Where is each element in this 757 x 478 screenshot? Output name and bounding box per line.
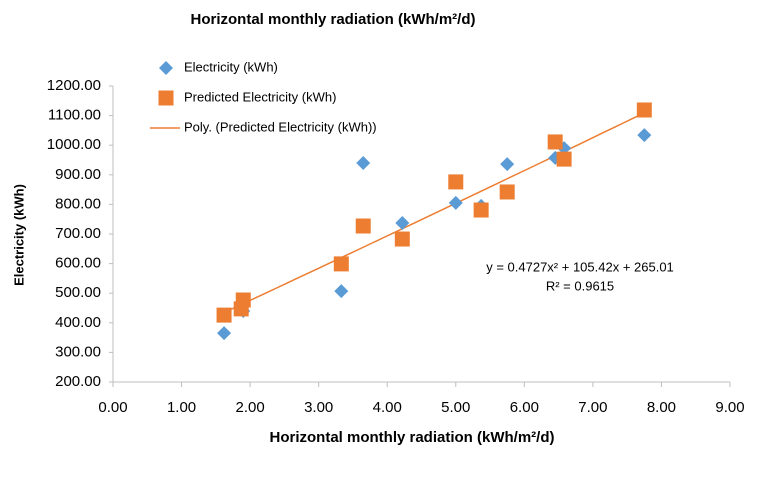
legend-label: Electricity (kWh) [184, 59, 278, 74]
trend-r2: R² = 0.9615 [546, 278, 614, 293]
point [355, 218, 371, 234]
trendline [223, 112, 645, 314]
x-axis-label: Horizontal monthly radiation (kWh/m²/d) [270, 429, 555, 446]
legend-marker [158, 90, 174, 106]
point [235, 292, 251, 308]
point [448, 174, 464, 190]
legend-label: Poly. (Predicted Electricity (kWh)) [184, 119, 377, 134]
legend-label: Predicted Electricity (kWh) [184, 89, 336, 104]
point [500, 157, 515, 172]
y-tick-label: 400.00 [55, 314, 101, 331]
point [334, 284, 349, 299]
point [333, 256, 349, 272]
point [448, 195, 463, 210]
x-tick-label: 0.00 [98, 399, 127, 416]
y-tick-label: 1200.00 [47, 77, 101, 94]
x-tick-label: 5.00 [441, 399, 470, 416]
point [356, 155, 371, 170]
x-tick-label: 7.00 [578, 399, 607, 416]
point [556, 151, 572, 167]
point [395, 216, 410, 231]
y-tick-label: 1000.00 [47, 136, 101, 153]
y-tick-label: 500.00 [55, 284, 101, 301]
x-tick-label: 8.00 [647, 399, 676, 416]
legend-marker [159, 61, 173, 75]
point [547, 134, 563, 150]
x-tick-label: 3.00 [304, 399, 333, 416]
y-axis-label: Electricity (kWh) [11, 184, 26, 286]
x-tick-label: 1.00 [167, 399, 196, 416]
point [499, 184, 515, 200]
x-tick-label: 4.00 [373, 399, 402, 416]
point [473, 202, 489, 218]
point [216, 307, 232, 323]
y-tick-label: 600.00 [55, 255, 101, 272]
x-tick-label: 9.00 [715, 399, 744, 416]
x-tick-label: 2.00 [236, 399, 265, 416]
y-tick-label: 900.00 [55, 166, 101, 183]
y-tick-label: 700.00 [55, 225, 101, 242]
trend-equation: y = 0.4727x² + 105.42x + 265.01 [486, 259, 674, 274]
point [636, 102, 652, 118]
y-tick-label: 200.00 [55, 373, 101, 390]
y-tick-label: 300.00 [55, 343, 101, 360]
y-tick-label: 1100.00 [48, 107, 101, 124]
point [394, 231, 410, 247]
point [217, 326, 232, 341]
point [637, 128, 652, 143]
x-tick-label: 6.00 [510, 399, 539, 416]
y-tick-label: 800.00 [55, 195, 101, 212]
chart-title: Horizontal monthly radiation (kWh/m²/d) [191, 11, 476, 28]
